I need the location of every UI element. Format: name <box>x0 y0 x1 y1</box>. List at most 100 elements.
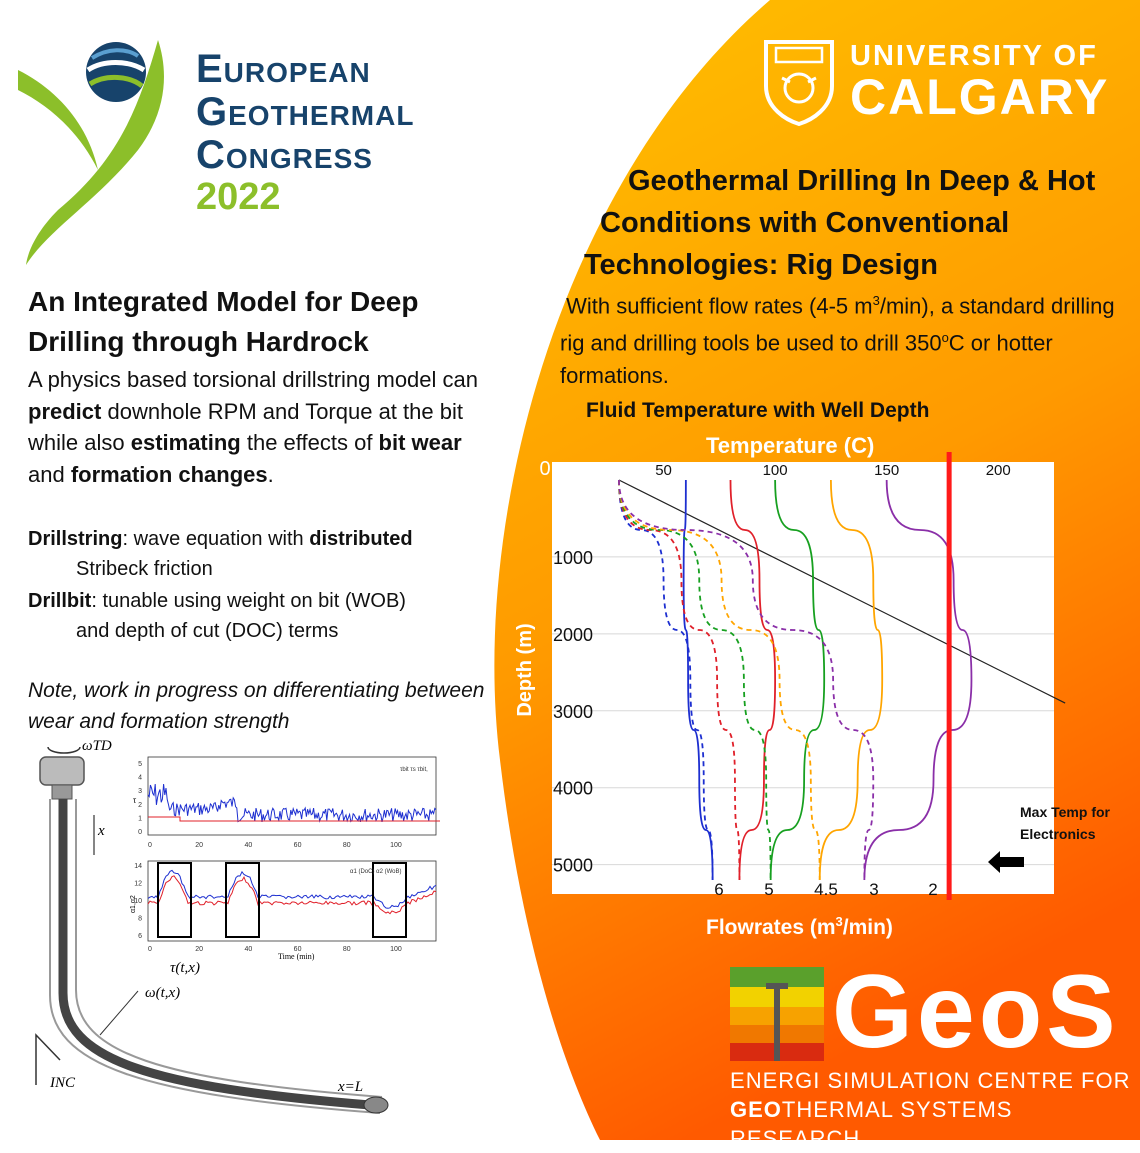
max-temp-annotation-line2: Electronics <box>1020 826 1096 842</box>
tick-label: 80 <box>343 946 351 953</box>
highlight-box-3 <box>372 862 407 938</box>
plot1-y-ticks: 0 1 2 3 4 5 <box>138 761 142 836</box>
ucalgary-line2: CALGARY <box>850 69 1110 125</box>
egc-line2: Geothermal <box>196 90 415 134</box>
flowrates-text: Flowrates (m <box>706 916 836 939</box>
plot2-y-ticks: 6 8 10 12 14 <box>134 863 142 940</box>
x-label: x <box>97 823 105 839</box>
x-tick-label: 200 <box>986 462 1011 479</box>
drillstring-label: Drillstring <box>28 528 123 550</box>
geos-wordmark: GeoS <box>832 954 1120 1070</box>
plot1-legend: τbit τs τbit, <box>400 767 428 773</box>
ucalgary-wordmark: UNIVERSITY OF CALGARY <box>850 40 1109 122</box>
tick-label: 0 <box>148 842 152 849</box>
flowrate-5-return-line <box>618 479 741 881</box>
tau-label: τ(t,x) <box>170 960 200 976</box>
left-desc-segment: and <box>28 461 71 487</box>
egc-year: 2022 <box>196 176 281 218</box>
flowrate-6-annulus-line <box>682 479 714 881</box>
flowrate-label: 4.5 <box>814 880 838 899</box>
drillstring-diagram: ωTD x τ(t,x) ω(t,x) INC x=L τbit τs τbit… <box>35 738 440 1114</box>
flowrate-2-return-line <box>618 479 875 881</box>
desc-b: /min), a standard drilling rig and drill… <box>560 293 1115 356</box>
egc-line3: Congress <box>196 133 373 177</box>
inc-angle-icon <box>35 1033 61 1085</box>
x-tick-label: 150 <box>874 462 899 479</box>
left-desc-segment: . <box>267 461 274 487</box>
desc-c: C or hotter formations. <box>560 330 1053 388</box>
plot2-x-ticks: 0 20 40 60 80 100 <box>148 946 402 953</box>
desc-sup: 3 <box>872 293 880 308</box>
tick-label: 40 <box>244 842 252 849</box>
tick-label: 100 <box>390 842 402 849</box>
plot-area <box>552 462 1054 894</box>
x-tick-label: 100 <box>763 462 788 479</box>
drillstring-text-c: Stribeck friction <box>76 558 213 580</box>
ucalgary-crest-icon <box>764 40 834 126</box>
top-drive-icon <box>39 746 85 800</box>
chart-y-ticks: 1000 2000 3000 4000 5000 <box>553 548 593 876</box>
wellbore-wall-left <box>49 799 381 1114</box>
flowrates-sup: 3 <box>836 914 843 929</box>
right-description: With sufficient flow rates (4-5 m3/min),… <box>560 285 1130 392</box>
right-title-line1: Geothermal Drilling In Deep & Hot <box>628 165 1096 197</box>
y-tick-label: 2000 <box>553 625 593 645</box>
geos-logo-icon <box>730 967 824 1061</box>
flowrate-4.5-annulus-line <box>769 479 826 881</box>
alpha1-series <box>147 875 437 915</box>
chart-series <box>618 452 1066 900</box>
right-title: Geothermal Drilling In Deep & Hot Condit… <box>580 160 1140 286</box>
left-desc-segment: downhole RPM and Torque at the bit while… <box>28 398 463 456</box>
left-title: An Integrated Model for Deep Drilling th… <box>28 286 419 357</box>
left-desc-segment: estimating <box>130 430 241 455</box>
drillbit-paragraph: Drillbit: tunable using weight on bit (W… <box>28 586 498 646</box>
tick-label: 14 <box>134 863 142 870</box>
tick-label: 100 <box>390 946 402 953</box>
drillstring <box>58 799 371 1110</box>
desc-a: With sufficient flow rates (4-5 m <box>566 293 873 319</box>
egc-line1: European <box>196 47 371 91</box>
left-desc-segment: A physics based torsional drillstring mo… <box>28 367 479 392</box>
drill-bit-icon <box>363 1096 389 1114</box>
tick-label: 8 <box>138 916 142 923</box>
plot1-ylabel: τ <box>133 796 137 805</box>
flowrate-3-return-line <box>618 479 821 881</box>
highlight-box-1 <box>157 862 192 938</box>
left-desc-segment: formation changes <box>70 461 268 487</box>
omega-leader <box>99 990 139 1036</box>
note: Note, work in progress on differentiatin… <box>28 679 485 733</box>
geos-sub-line1: ENERGI SIMULATION CENTRE FOR <box>730 1068 1131 1093</box>
plot1-x-ticks: 0 20 40 60 80 100 <box>148 842 402 849</box>
chart-title: Fluid Temperature with Well Depth <box>586 399 929 422</box>
flowrate-label: 2 <box>928 880 937 899</box>
geos-sub-line2: GEOTHERMAL SYSTEMS RESEARCH <box>730 1097 1013 1151</box>
tick-label: 60 <box>294 842 302 849</box>
chart-grid <box>552 556 1054 866</box>
y-tick-label: 5000 <box>553 856 593 876</box>
chart-xlabel: Temperature (C) <box>706 433 874 458</box>
tick-label: 0 <box>148 946 152 953</box>
tick-label: 1 <box>138 815 142 822</box>
inc-label: INC <box>49 1075 76 1091</box>
chart-bottom-label: Flowrates (m3/min) <box>706 914 893 939</box>
tick-label: 3 <box>138 788 142 795</box>
drillbit-text-a: : tunable using weight on bit (WOB) <box>91 590 406 612</box>
tick-label: 0 <box>138 829 142 836</box>
plot2-legend: α1 (DoC) α2 (WoB) <box>350 869 402 875</box>
wellbore-wall-right <box>75 799 383 1098</box>
flowrate-3-annulus-line <box>818 479 884 881</box>
left-desc-segment: bit wear <box>378 430 462 455</box>
torque-static-series <box>148 816 440 822</box>
flowrate-label: 3 <box>869 880 878 899</box>
drillbit-text-b: and depth of cut (DOC) terms <box>76 620 339 642</box>
tick-label: 5 <box>138 761 142 768</box>
tick-label: 40 <box>244 946 252 953</box>
flowrate-label: 5 <box>764 880 773 899</box>
flowrate-labels: 6 5 4.5 3 2 <box>714 880 937 899</box>
torque-plot: τbit τs τbit, τ 0 20 40 60 80 100 0 1 2 3 4 5 <box>133 756 440 849</box>
omega-label: ω(t,x) <box>145 985 180 1001</box>
geothermal-gradient-line <box>618 479 1066 704</box>
tick-label: 60 <box>294 946 302 953</box>
x-tick-label: 50 <box>655 462 672 479</box>
